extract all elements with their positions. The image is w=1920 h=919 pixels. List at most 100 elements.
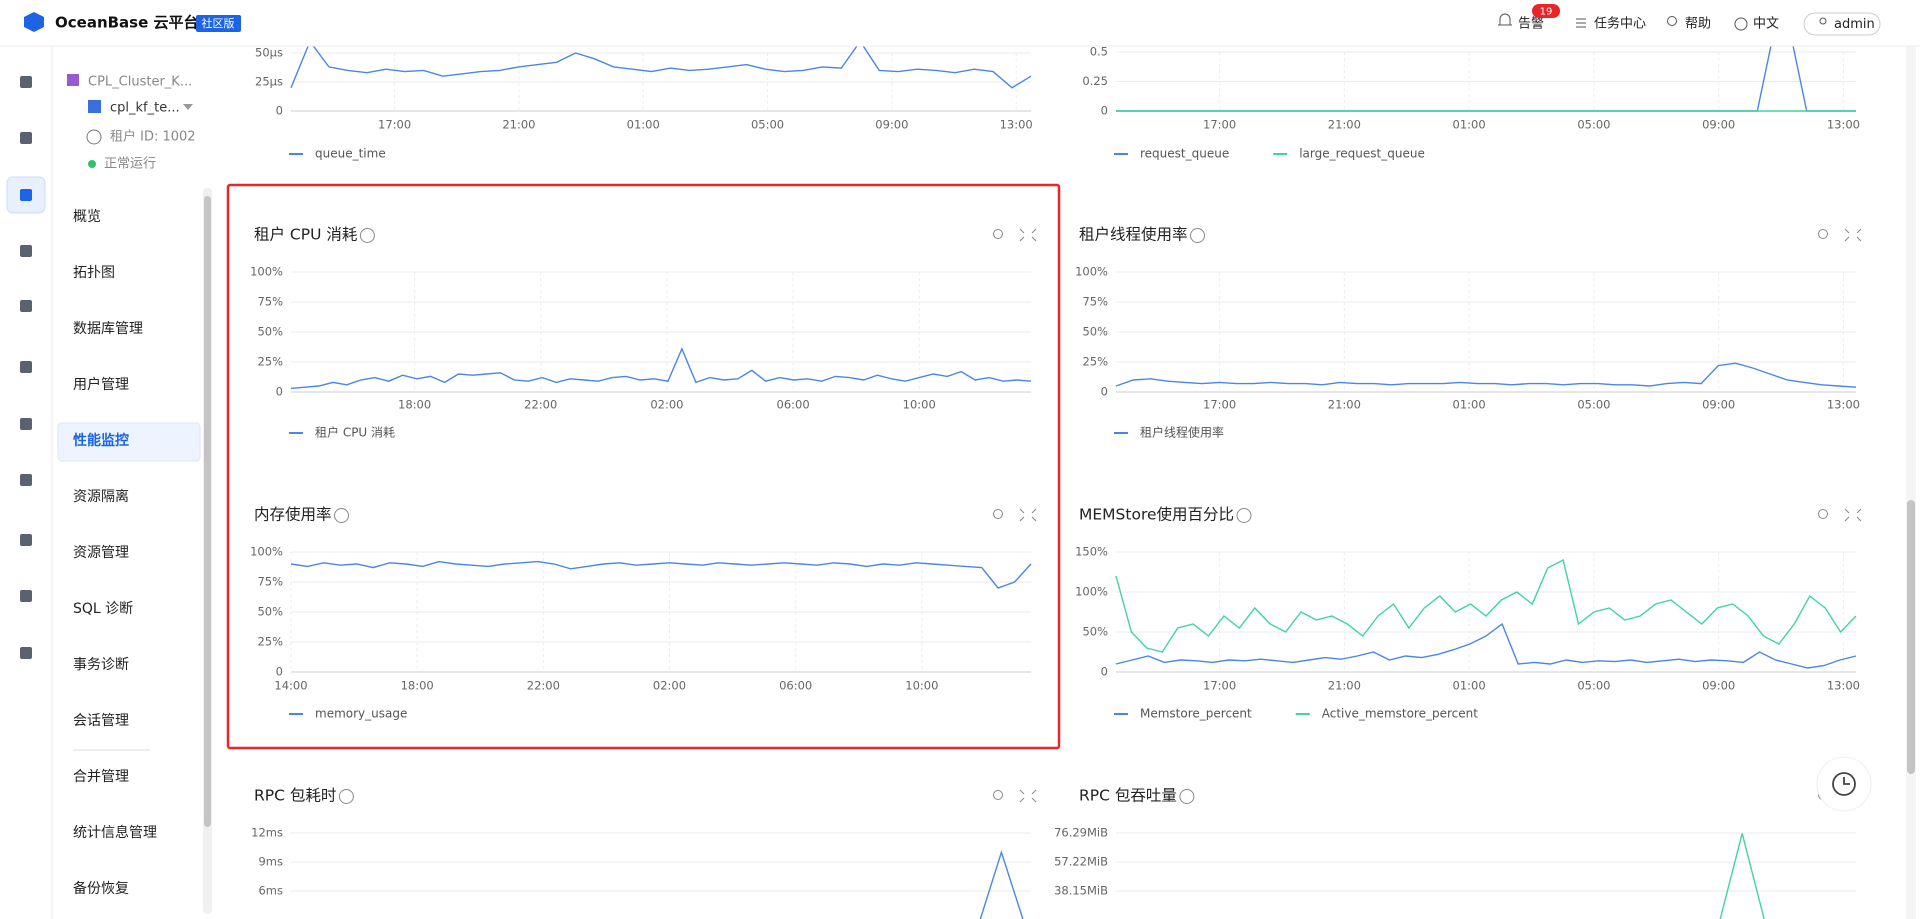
y-tick-label: 38.15MiB xyxy=(1054,883,1108,897)
rail-icon[interactable] xyxy=(20,647,32,659)
chart-title: RPC 包耗时 xyxy=(254,787,336,805)
scrollbar-track xyxy=(1906,46,1916,919)
fullscreen-icon[interactable] xyxy=(1019,508,1037,522)
cluster-name[interactable]: CPL_Cluster_K... xyxy=(88,75,192,90)
legend-label[interactable]: memory_usage xyxy=(315,707,407,721)
sidebar-scroll-thumb[interactable] xyxy=(204,196,211,827)
menu-item[interactable]: 资源隔离 xyxy=(73,488,129,505)
rail-icon[interactable] xyxy=(20,418,32,430)
menu-item[interactable]: 备份恢复 xyxy=(73,880,129,897)
rail-icon[interactable] xyxy=(20,474,32,486)
legend-label[interactable]: 租户线程使用率 xyxy=(1140,425,1224,440)
fullscreen-icon[interactable] xyxy=(1844,228,1862,242)
user-icon xyxy=(1819,17,1827,25)
menu-item[interactable]: 合并管理 xyxy=(73,769,129,785)
help-link[interactable]: 帮助 xyxy=(1685,17,1711,32)
rail-icon[interactable] xyxy=(20,76,32,88)
fullscreen-icon[interactable] xyxy=(1019,789,1037,803)
help-icon[interactable] xyxy=(334,508,350,523)
help-icon xyxy=(1667,16,1677,26)
y-tick-label: 57.22MiB xyxy=(1054,854,1108,868)
x-tick-label: 13:00 xyxy=(1827,679,1860,693)
help-icon[interactable] xyxy=(359,228,375,243)
y-tick-label: 50% xyxy=(257,605,283,619)
x-tick-label: 21:00 xyxy=(1328,118,1361,132)
highlight-box xyxy=(226,183,1061,750)
rail-icon[interactable] xyxy=(20,132,32,144)
legend-label[interactable]: Memstore_percent xyxy=(1140,707,1252,721)
rail-icon[interactable] xyxy=(20,361,32,373)
rail-icon[interactable] xyxy=(20,300,32,312)
dropdown-arrow[interactable] xyxy=(183,104,193,110)
y-tick-label: 75% xyxy=(257,295,283,309)
help-icon[interactable] xyxy=(1179,789,1195,804)
pin-icon[interactable] xyxy=(1818,509,1828,519)
chart-title: 租户 CPU 消耗 xyxy=(254,226,357,244)
edition-badge-bg xyxy=(196,15,241,32)
chart-title: MEMStore使用百分比 xyxy=(1079,506,1234,524)
y-tick-label: 0 xyxy=(276,665,283,679)
menu-item[interactable]: 数据库管理 xyxy=(73,321,143,337)
x-tick-label: 21:00 xyxy=(502,118,535,132)
menu-item[interactable]: 性能监控 xyxy=(73,432,129,449)
x-tick-label: 05:00 xyxy=(751,118,784,132)
menu-item[interactable]: SQL 诊断 xyxy=(73,601,133,617)
legend-label[interactable]: 租户 CPU 消耗 xyxy=(315,425,395,440)
help-icon[interactable] xyxy=(1236,508,1252,523)
bell-icon xyxy=(1498,13,1512,26)
pin-icon[interactable] xyxy=(993,509,1003,519)
menu-item[interactable]: 资源管理 xyxy=(73,545,129,561)
header: OceanBase 云平台 社区版 告警 19 任务中心 帮助 中文 admin xyxy=(0,0,1920,47)
menu-active-bg xyxy=(57,422,201,462)
header-bg xyxy=(0,0,1920,46)
series-line xyxy=(290,560,1032,589)
pin-icon[interactable] xyxy=(993,229,1003,239)
pin-icon[interactable] xyxy=(993,790,1003,800)
y-tick-label: 9ms xyxy=(258,855,283,869)
x-tick-label: 01:00 xyxy=(1453,679,1486,693)
menu-item[interactable]: 统计信息管理 xyxy=(73,824,157,841)
rail-icon[interactable] xyxy=(20,534,32,546)
legend-label[interactable]: request_queue xyxy=(1140,147,1229,161)
menu-item[interactable]: 拓扑图 xyxy=(73,265,115,281)
menu-item[interactable]: 概览 xyxy=(73,209,101,225)
scrollbar-thumb[interactable] xyxy=(1907,500,1915,774)
y-tick-label: 0.25 xyxy=(1082,74,1108,88)
x-tick-label: 17:00 xyxy=(1203,398,1236,412)
legend-label[interactable]: queue_time xyxy=(315,147,386,161)
help-icon[interactable] xyxy=(1190,228,1206,243)
legend-label[interactable]: Active_memstore_percent xyxy=(1322,707,1478,721)
menu-item[interactable]: 会话管理 xyxy=(73,713,129,729)
help-icon[interactable] xyxy=(338,789,354,804)
x-tick-label: 21:00 xyxy=(1328,679,1361,693)
y-tick-label: 25μs xyxy=(255,75,283,89)
menu-item[interactable]: 事务诊断 xyxy=(73,657,129,673)
x-tick-label: 18:00 xyxy=(398,398,431,412)
tenant-id: 租户 ID: 1002 xyxy=(110,129,196,145)
chart: 内存使用率 0 25% 50% 75% 100% 14:00 18:00 22:00 02:00 0… xyxy=(250,506,1037,721)
alert-link[interactable]: 告警 xyxy=(1518,16,1544,32)
icon-rail xyxy=(0,46,53,919)
tenant-name[interactable]: cpl_kf_te... xyxy=(110,101,180,116)
y-tick-label: 100% xyxy=(250,265,283,279)
tenant-icon xyxy=(88,100,101,113)
series-line xyxy=(290,347,1032,390)
y-tick-label: 25% xyxy=(257,635,283,649)
edition-badge: 社区版 xyxy=(202,16,235,30)
chart: 0 25μs 50μs 17:00 21:00 01:00 05:00 09:00 13:00 q… xyxy=(255,46,1033,161)
menu-item[interactable]: 用户管理 xyxy=(73,376,129,393)
pin-icon[interactable] xyxy=(1818,229,1828,239)
rail-icon[interactable] xyxy=(20,590,32,602)
fullscreen-icon[interactable] xyxy=(1019,228,1037,242)
x-tick-label: 05:00 xyxy=(1577,679,1610,693)
legend-label[interactable]: large_request_queue xyxy=(1299,147,1425,161)
rail-icon[interactable] xyxy=(20,245,32,257)
language-switch[interactable]: 中文 xyxy=(1753,17,1779,32)
chart: RPC 包耗时 6ms 9ms 12ms xyxy=(251,787,1037,919)
series-line xyxy=(290,46,1032,89)
rail-icon[interactable] xyxy=(20,189,32,201)
x-tick-label: 01:00 xyxy=(627,118,660,132)
brand[interactable]: OceanBase 云平台 xyxy=(55,14,199,32)
fullscreen-icon[interactable] xyxy=(1844,508,1862,522)
tasks-link[interactable]: 任务中心 xyxy=(1594,16,1646,32)
